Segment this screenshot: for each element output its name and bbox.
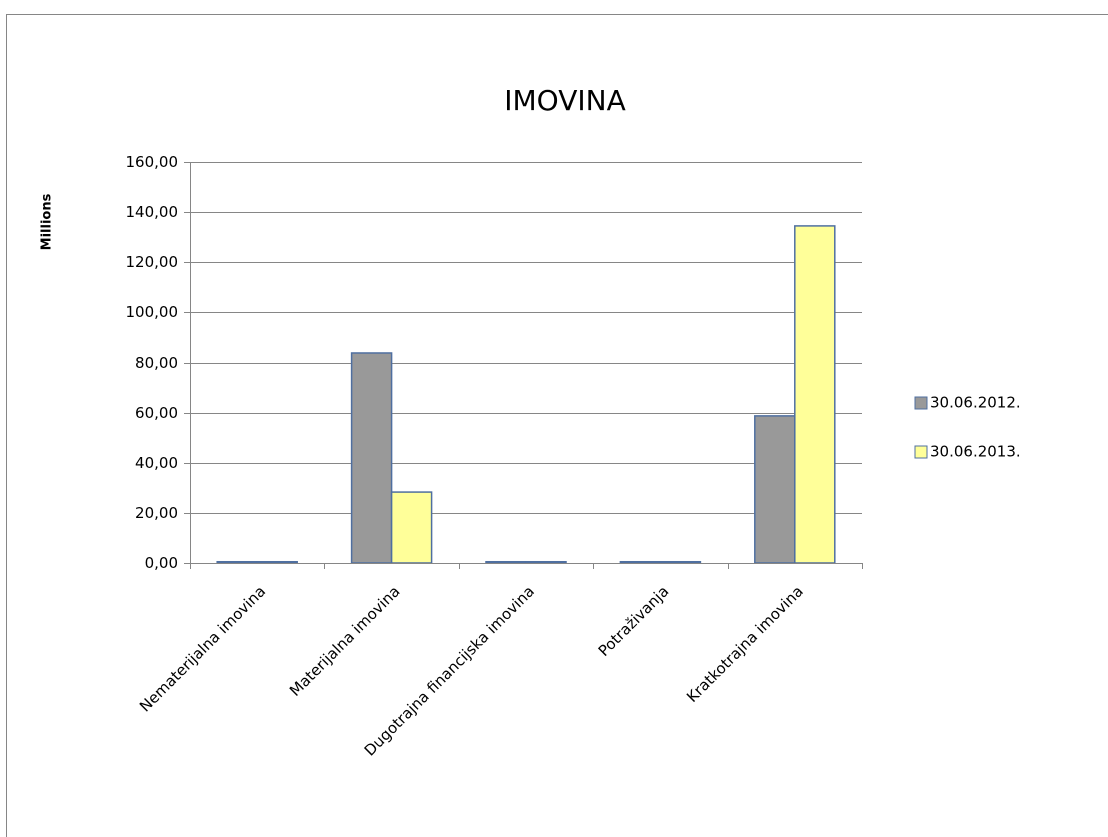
y-tick-label: 40,00 [135, 454, 178, 472]
bar [350, 352, 393, 564]
chart-title: IMOVINA [504, 84, 625, 117]
bar [754, 415, 796, 564]
bar [256, 560, 298, 564]
y-tick-label: 100,00 [126, 303, 179, 321]
y-axis-label: Millions [40, 193, 55, 250]
y-tick-label: 60,00 [135, 404, 178, 422]
y-tick-label: 0,00 [145, 554, 178, 572]
y-tick-label: 80,00 [135, 354, 178, 372]
y-tick-label: 160,00 [126, 153, 179, 171]
legend-swatch [914, 396, 928, 410]
legend-label: 30.06.2013. [930, 443, 1021, 461]
bar [216, 560, 258, 564]
legend-swatch [914, 445, 928, 459]
bar [390, 491, 433, 564]
bar [525, 560, 567, 564]
y-tick-label: 120,00 [126, 253, 179, 271]
legend-label: 30.06.2012. [930, 394, 1021, 412]
bar [485, 560, 527, 564]
y-tick-label: 140,00 [126, 203, 179, 221]
bar [619, 560, 662, 564]
y-tick-label: 20,00 [135, 504, 178, 522]
bar [659, 560, 702, 564]
chart-border [6, 14, 1108, 837]
bar [794, 225, 836, 564]
